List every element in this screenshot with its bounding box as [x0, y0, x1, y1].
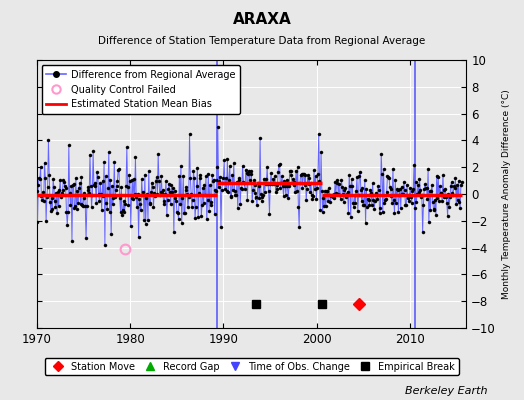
Text: ARAXA: ARAXA	[233, 12, 291, 27]
Y-axis label: Monthly Temperature Anomaly Difference (°C): Monthly Temperature Anomaly Difference (…	[501, 89, 510, 299]
Text: Berkeley Earth: Berkeley Earth	[405, 386, 487, 396]
Text: Difference of Station Temperature Data from Regional Average: Difference of Station Temperature Data f…	[99, 36, 425, 46]
Legend: Station Move, Record Gap, Time of Obs. Change, Empirical Break: Station Move, Record Gap, Time of Obs. C…	[45, 358, 459, 375]
